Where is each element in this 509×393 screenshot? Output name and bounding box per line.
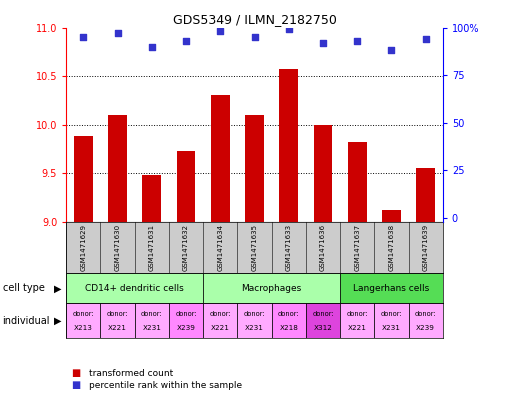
Text: Langerhans cells: Langerhans cells [353, 284, 430, 293]
Text: X239: X239 [177, 325, 195, 331]
Text: GSM1471631: GSM1471631 [149, 224, 155, 271]
Bar [279, 69, 298, 222]
Bar [135, 303, 169, 338]
Point [250, 34, 259, 40]
Point [114, 30, 122, 37]
Bar [74, 136, 93, 222]
Text: individual: individual [3, 316, 50, 326]
Text: GSM1471629: GSM1471629 [80, 224, 87, 271]
Text: percentile rank within the sample: percentile rank within the sample [89, 381, 242, 389]
Text: GSM1471639: GSM1471639 [422, 224, 429, 271]
Text: transformed count: transformed count [89, 369, 174, 378]
Text: GSM1471630: GSM1471630 [115, 224, 121, 271]
Text: donor:: donor: [381, 311, 402, 317]
Text: donor:: donor: [415, 311, 437, 317]
Text: ■: ■ [71, 368, 80, 378]
Text: donor:: donor: [278, 311, 300, 317]
Bar [143, 175, 161, 222]
Bar [203, 273, 340, 303]
Point [216, 28, 224, 35]
Bar [66, 273, 203, 303]
Text: donor:: donor: [347, 311, 368, 317]
Title: GDS5349 / ILMN_2182750: GDS5349 / ILMN_2182750 [173, 13, 336, 26]
Text: X221: X221 [348, 325, 366, 331]
Point [79, 34, 88, 40]
Text: GSM1471636: GSM1471636 [320, 224, 326, 271]
Bar [108, 115, 127, 222]
Text: cell type: cell type [3, 283, 44, 294]
Text: donor:: donor: [209, 311, 231, 317]
Bar [348, 142, 366, 222]
Point [353, 38, 361, 44]
Text: donor:: donor: [107, 311, 128, 317]
Text: ▶: ▶ [54, 283, 62, 294]
Bar [416, 168, 435, 222]
Text: Macrophages: Macrophages [241, 284, 302, 293]
Bar [203, 303, 237, 338]
Text: donor:: donor: [312, 311, 334, 317]
Bar [100, 303, 135, 338]
Text: X231: X231 [143, 325, 161, 331]
Bar [340, 273, 443, 303]
Bar [374, 303, 409, 338]
Text: X213: X213 [74, 325, 93, 331]
Text: donor:: donor: [244, 311, 265, 317]
Bar [340, 303, 374, 338]
Text: GSM1471635: GSM1471635 [251, 224, 258, 271]
Text: X231: X231 [382, 325, 401, 331]
Text: X239: X239 [416, 325, 435, 331]
Text: GSM1471632: GSM1471632 [183, 224, 189, 271]
Text: GSM1471638: GSM1471638 [388, 224, 394, 271]
Point [387, 47, 395, 53]
Bar [245, 115, 264, 222]
Text: X221: X221 [211, 325, 230, 331]
Bar [272, 303, 306, 338]
Bar [177, 151, 195, 222]
Text: X312: X312 [314, 325, 332, 331]
Text: CD14+ dendritic cells: CD14+ dendritic cells [86, 284, 184, 293]
Bar [409, 303, 443, 338]
Point [148, 43, 156, 50]
Point [319, 40, 327, 46]
Bar [66, 303, 100, 338]
Text: X231: X231 [245, 325, 264, 331]
Text: X221: X221 [108, 325, 127, 331]
Text: GSM1471634: GSM1471634 [217, 224, 223, 271]
Bar [314, 125, 332, 222]
Point [285, 26, 293, 33]
Text: ▶: ▶ [54, 316, 62, 326]
Bar [169, 303, 203, 338]
Bar [306, 303, 340, 338]
Text: donor:: donor: [175, 311, 197, 317]
Text: donor:: donor: [72, 311, 94, 317]
Text: X218: X218 [279, 325, 298, 331]
Bar [382, 210, 401, 222]
Text: GSM1471637: GSM1471637 [354, 224, 360, 271]
Text: donor:: donor: [141, 311, 162, 317]
Point [182, 38, 190, 44]
Bar [237, 303, 272, 338]
Text: ■: ■ [71, 380, 80, 390]
Text: GSM1471633: GSM1471633 [286, 224, 292, 271]
Bar [211, 95, 230, 222]
Point [421, 36, 430, 42]
